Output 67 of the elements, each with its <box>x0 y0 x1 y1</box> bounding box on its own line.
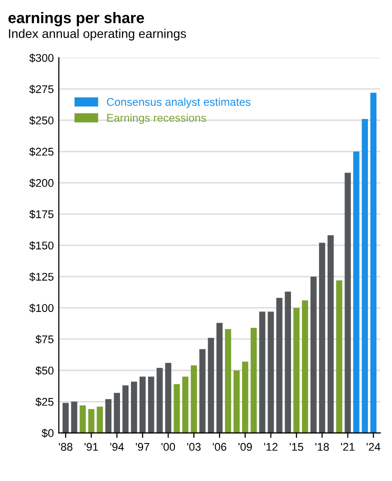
x-tick-label: '06 <box>212 442 226 451</box>
bar <box>242 362 248 433</box>
bar <box>250 328 257 433</box>
bar <box>328 235 334 433</box>
bar <box>62 402 69 433</box>
bar <box>165 362 172 433</box>
bar <box>276 298 282 433</box>
bar <box>302 300 308 433</box>
y-tick-label: $250 <box>29 116 54 126</box>
y-tick-label: $275 <box>29 84 54 94</box>
bar <box>234 370 240 433</box>
x-tick-label: '15 <box>290 443 304 451</box>
x-tick-label: '09 <box>238 442 252 451</box>
legend-label: Consensus analyst estimates <box>106 98 250 108</box>
y-tick-label: $0 <box>42 428 54 438</box>
bar <box>344 172 351 433</box>
y-tick-label: $125 <box>29 272 54 282</box>
y-tick-label: $225 <box>29 147 54 156</box>
y-tick-label: $175 <box>29 210 54 219</box>
x-tick-label: '21 <box>341 442 354 451</box>
bar <box>224 329 232 433</box>
y-tick-label: $300 <box>29 54 54 63</box>
y-tick-label: $150 <box>29 241 54 250</box>
bar <box>174 384 180 433</box>
bar <box>259 312 266 433</box>
bar <box>148 376 154 433</box>
bar <box>208 338 214 433</box>
chart-title: earnings per share <box>8 12 144 26</box>
bar <box>353 152 360 433</box>
bar <box>88 409 94 433</box>
bar <box>182 376 188 433</box>
bar <box>130 382 138 433</box>
bar <box>105 399 112 433</box>
bar <box>71 402 78 433</box>
bar <box>370 92 376 433</box>
x-tick-label: '91 <box>84 442 98 451</box>
x-tick-label: '97 <box>136 442 150 451</box>
bar <box>199 349 206 433</box>
x-tick-label: '03 <box>187 442 201 451</box>
bar <box>336 280 342 433</box>
bar <box>362 119 368 433</box>
x-tick-label: '12 <box>264 442 278 451</box>
bar <box>293 308 300 433</box>
legend-label: Earnings recessions <box>107 114 206 124</box>
y-tick-label: $50 <box>36 366 54 376</box>
x-tick-label: '18 <box>315 442 329 451</box>
bar <box>156 368 163 433</box>
x-tick-label: '88 <box>58 442 72 451</box>
bar <box>310 276 317 433</box>
bar <box>190 365 197 433</box>
x-tick-label: '94 <box>110 442 124 451</box>
bar <box>284 292 291 433</box>
x-tick-label: '00 <box>162 442 176 451</box>
bar <box>268 312 274 433</box>
bar <box>319 242 326 433</box>
y-tick-label: $100 <box>29 304 54 313</box>
bar <box>96 406 103 433</box>
bar <box>216 322 223 433</box>
y-tick-label: $200 <box>29 178 54 188</box>
y-tick-label: $25 <box>36 397 54 406</box>
bar <box>122 385 129 433</box>
bar <box>80 405 86 433</box>
y-tick-label: $75 <box>36 334 54 344</box>
bar <box>140 376 146 433</box>
bar <box>114 392 120 433</box>
x-tick-label: '24 <box>366 442 380 451</box>
chart-subtitle: Index annual operating earnings <box>8 28 186 41</box>
